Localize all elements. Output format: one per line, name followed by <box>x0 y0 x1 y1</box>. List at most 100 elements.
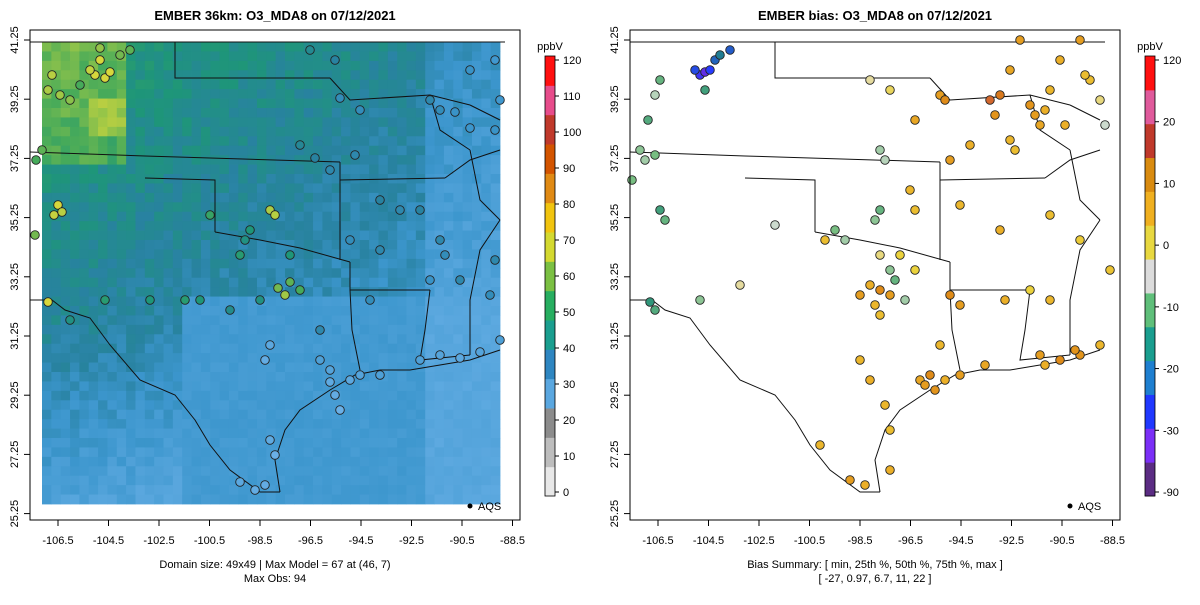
model-cell <box>331 475 342 486</box>
model-cell <box>79 89 90 99</box>
model-cell <box>350 456 361 467</box>
model-cell <box>331 60 342 71</box>
model-cell <box>266 42 277 52</box>
model-cell <box>144 70 155 81</box>
model-cell <box>387 428 398 439</box>
model-cell <box>219 136 230 147</box>
model-cell <box>163 324 174 335</box>
model-cell <box>79 466 90 477</box>
model-cell <box>397 306 407 316</box>
model-cell <box>453 390 464 401</box>
model-cell <box>453 494 464 505</box>
model-cell <box>415 447 426 458</box>
model-cell <box>275 315 286 326</box>
model-cell <box>397 362 407 373</box>
model-cell <box>42 192 52 203</box>
model-cell <box>116 136 127 147</box>
model-cell <box>238 334 249 345</box>
aqs-site-marker <box>490 125 500 135</box>
model-cell <box>200 70 211 81</box>
model-cell <box>294 315 305 326</box>
model-cell <box>154 494 164 505</box>
model-cell <box>387 164 398 175</box>
model-cell <box>116 155 127 165</box>
model-cell <box>275 174 286 184</box>
model-cell <box>191 268 202 279</box>
aqs-site-marker <box>875 145 885 155</box>
model-cell <box>210 456 220 467</box>
model-cell <box>154 230 164 241</box>
model-cell <box>443 126 454 137</box>
model-cell <box>219 183 230 194</box>
model-cell <box>172 126 183 137</box>
model-cell <box>247 164 258 175</box>
model-cell <box>182 419 192 429</box>
model-cell <box>490 192 501 203</box>
aqs-site-marker <box>330 390 340 400</box>
model-cell <box>471 174 482 184</box>
model-cell <box>443 145 454 156</box>
model-cell <box>471 145 482 156</box>
model-cell <box>341 136 351 147</box>
model-cell <box>322 372 333 382</box>
model-cell <box>107 296 118 307</box>
model-cell <box>453 409 464 420</box>
model-cell <box>210 42 220 52</box>
model-cell <box>425 456 435 467</box>
model-cell <box>154 70 164 81</box>
model-cell <box>425 42 435 52</box>
model-cell <box>341 51 351 62</box>
model-cell <box>415 126 426 137</box>
model-cell <box>210 108 220 118</box>
model-cell <box>60 353 71 363</box>
model-cell <box>219 475 230 486</box>
model-cell <box>406 268 417 279</box>
model-cell <box>443 230 454 241</box>
model-cell <box>303 409 314 420</box>
model-cell <box>98 277 108 288</box>
model-cell <box>135 164 146 175</box>
model-cell <box>331 466 342 477</box>
model-cell <box>210 145 220 156</box>
model-cell <box>191 192 202 203</box>
model-cell <box>107 315 118 326</box>
model-cell <box>359 183 370 194</box>
model-cell <box>60 343 71 354</box>
model-cell <box>303 183 314 194</box>
model-cell <box>462 324 473 335</box>
model-cell <box>462 456 473 467</box>
model-cell <box>256 485 267 495</box>
left-colorbar-segment <box>545 202 555 233</box>
model-cell <box>303 475 314 486</box>
model-cell <box>238 98 249 109</box>
model-cell <box>397 447 407 458</box>
model-cell <box>200 174 211 184</box>
model-cell <box>88 485 99 495</box>
aqs-site-marker <box>945 155 955 165</box>
model-cell <box>266 390 277 401</box>
model-cell <box>294 428 305 439</box>
model-cell <box>406 98 417 109</box>
model-cell <box>88 145 99 156</box>
model-cell <box>191 126 202 137</box>
model-cell <box>70 324 80 335</box>
model-cell <box>98 306 108 316</box>
aqs-site-marker <box>395 205 405 215</box>
model-cell <box>481 306 492 316</box>
model-cell <box>238 240 249 250</box>
model-cell <box>341 211 351 222</box>
model-cell <box>481 145 492 156</box>
model-cell <box>285 126 295 137</box>
model-cell <box>182 42 192 52</box>
model-cell <box>191 230 202 241</box>
model-cell <box>378 89 389 99</box>
model-cell <box>350 485 361 495</box>
model-cell <box>434 428 445 439</box>
model-cell <box>116 372 127 382</box>
aqs-site-marker <box>65 315 75 325</box>
aqs-site-marker <box>1055 355 1065 365</box>
model-cell <box>247 306 258 316</box>
model-cell <box>42 164 52 175</box>
model-cell <box>294 277 305 288</box>
model-cell <box>285 372 295 382</box>
